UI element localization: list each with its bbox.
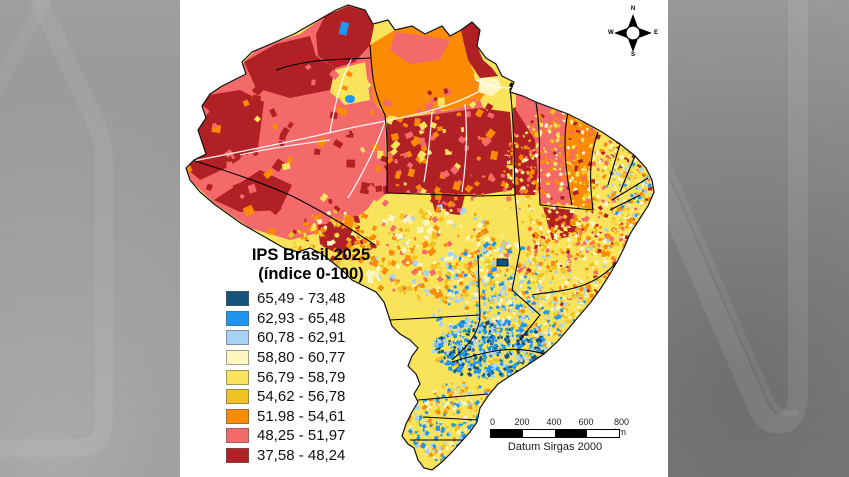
scale-bar-tick: 0: [490, 417, 496, 427]
compass-south-label: S: [630, 52, 636, 58]
legend-range-label: 48,25 - 51,97: [257, 427, 346, 445]
scale-bar-segment: [587, 430, 619, 437]
legend-range-label: 37,58 - 48,24: [257, 447, 346, 465]
legend-range-label: 56,79 - 58,79: [257, 368, 346, 386]
legend-class-row: 58,80 - 60,77: [226, 348, 406, 368]
scale-bar-tick: 400: [546, 417, 562, 427]
compass-rose-glyph: [614, 14, 652, 52]
brazil-outline: [185, 4, 655, 471]
legend-class-row: 56,79 - 58,79: [226, 367, 406, 387]
legend-range-label: 54,62 - 56,78: [257, 388, 346, 406]
compass-rose-icon: N E S W: [608, 6, 658, 60]
legend-class-row: 65,49 - 73,48: [226, 289, 406, 309]
legend-color-swatch: [226, 330, 249, 346]
legend-color-swatch: [226, 291, 249, 307]
legend-class-row: 51.98 - 54,61: [226, 407, 406, 427]
legend-range-label: 51.98 - 54,61: [257, 407, 346, 425]
legend-title-line1: IPS Brasil 2025: [251, 246, 371, 264]
legend-range-label: 65,49 - 73,48: [257, 290, 346, 308]
scale-bar-segment: [491, 430, 523, 437]
scale-bar-segment: [523, 430, 555, 437]
compass-west-label: W: [608, 30, 614, 36]
legend-title-line2: (índice 0-100): [258, 265, 364, 283]
legend-color-swatch: [226, 310, 249, 326]
amazon-rivers: [187, 57, 511, 199]
scale-bar-tick-labels: 0 200 400 600 800 km: [490, 417, 640, 437]
state-borders: [191, 44, 649, 441]
legend-color-swatch: [226, 389, 249, 405]
scale-bar-tick: 600: [578, 417, 594, 427]
legend-class-row: 48,25 - 51,97: [226, 426, 406, 446]
legend-title: IPS Brasil 2025 (índice 0-100): [216, 246, 406, 284]
distrito-federal-patch: [496, 258, 509, 267]
legend-color-swatch: [226, 408, 249, 424]
legend-class-row: 60,78 - 62,91: [226, 328, 406, 348]
legend-range-label: 58,80 - 60,77: [257, 349, 346, 367]
brazil-choropleth-map: [185, 4, 655, 471]
legend-range-label: 60,78 - 62,91: [257, 329, 346, 347]
compass-north-label: N: [630, 6, 636, 12]
legend-range-label: 62,93 - 65,48: [257, 309, 346, 327]
scale-bar-segments: [490, 429, 620, 438]
scale-bar: 0 200 400 600 800 km Datum Sirgas 2000: [490, 417, 640, 453]
map-panel: IPS Brasil 2025 (índice 0-100) 65,49 - 7…: [180, 0, 668, 477]
legend-color-swatch: [226, 350, 249, 366]
map-legend: IPS Brasil 2025 (índice 0-100) 65,49 - 7…: [216, 246, 406, 465]
legend-class-row: 54,62 - 56,78: [226, 387, 406, 407]
legend-color-swatch: [226, 428, 249, 444]
scale-bar-tick: 800 km: [614, 417, 630, 437]
legend-class-row: 37,58 - 48,24: [226, 446, 406, 466]
compass-east-label: E: [653, 30, 658, 36]
datum-label: Datum Sirgas 2000: [507, 441, 603, 453]
legend-color-swatch: [226, 369, 249, 385]
legend-color-swatch: [226, 448, 249, 464]
legend-rows: 65,49 - 73,48 62,93 - 65,48 60,78 - 62,91 5…: [226, 289, 406, 465]
scale-bar-segment: [555, 430, 587, 437]
legend-class-row: 62,93 - 65,48: [226, 309, 406, 329]
scale-bar-tick: 200: [514, 417, 530, 427]
